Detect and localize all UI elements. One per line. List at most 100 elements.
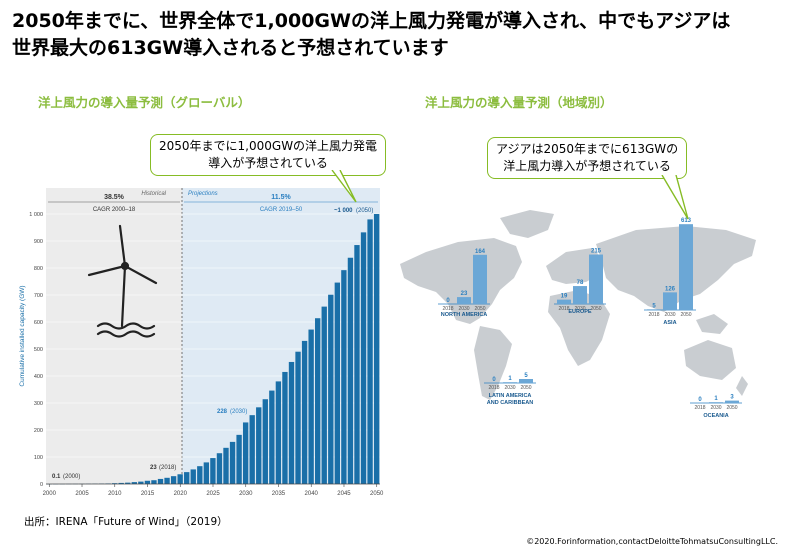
bar [308, 329, 314, 484]
region-year-label: 2018 [648, 312, 659, 318]
bar [315, 318, 321, 484]
region-year-label: 2050 [590, 306, 601, 312]
bar [269, 390, 275, 484]
y-tick-label: 200 [34, 428, 43, 434]
region-year-label: 2018 [694, 405, 705, 411]
bar [367, 219, 373, 484]
region-value-label: 3 [730, 395, 734, 401]
regional-callout-line-2: 洋上風力導入が予想されている [503, 159, 671, 173]
title-line-2: 世界最大の613GW導入されると予想されています [12, 37, 449, 59]
region-name: AND CARIBBEAN [487, 400, 533, 406]
region-year-label: 2030 [710, 405, 721, 411]
region-bar [647, 309, 661, 310]
continents [400, 210, 756, 400]
region-value-label: 1 [714, 396, 718, 402]
region-bar [709, 402, 723, 403]
y-ticks: 0 100 200 300 400 500 600 700 800 900 1 000 [29, 212, 43, 488]
bar [321, 306, 327, 484]
regional-callout-pointer [661, 175, 689, 220]
y-tick-label: 700 [34, 293, 43, 299]
label-2030-year: (2030) [230, 409, 247, 415]
y-tick-label: 500 [34, 347, 43, 353]
bar [177, 474, 183, 484]
bar [144, 480, 151, 484]
region-bar [679, 224, 693, 310]
regional-callout: アジアは2050年までに613GWの 洋上風力導入が予想されている [487, 137, 688, 179]
global-callout-line-2: 導入が予想されている [208, 156, 328, 170]
region-value-label: 23 [461, 291, 468, 297]
region-value-label: 0 [446, 298, 450, 304]
region-year-label: 2030 [574, 306, 585, 312]
bar [151, 480, 157, 484]
bar [210, 458, 216, 484]
historical-label: Historical [141, 191, 166, 197]
historical-cagr-value: 38.5% [104, 194, 125, 201]
global-chart-subtitle: 洋上風力の導入量予測（グローバル） [38, 95, 251, 110]
bar [301, 340, 308, 484]
label-2000-value: 0.1 [52, 474, 61, 480]
region-year-label: 2018 [488, 385, 499, 391]
bar [203, 462, 210, 484]
bar [223, 447, 229, 484]
bar [170, 476, 177, 484]
x-tick-label: 2010 [108, 491, 122, 497]
source-note: 出所：IRENA「Future of Wind」（2019） [24, 516, 228, 528]
bar [282, 371, 288, 484]
label-2030-value: 228 [217, 409, 228, 415]
bar [262, 399, 268, 484]
bar [190, 469, 196, 484]
region-bar [503, 382, 517, 383]
region-bar [725, 400, 739, 403]
region-value-label: 613 [681, 218, 692, 224]
bar [138, 481, 144, 484]
label-2018-value: 23 [150, 465, 157, 471]
regional-chart-subtitle: 洋上風力の導入量予測（地域別） [425, 95, 613, 110]
x-tick-label: 2000 [43, 491, 57, 497]
page-title: 2050年までに、世界全体で1,000GWの洋上風力発電が導入され、中でもアジア… [12, 8, 730, 62]
bar [295, 351, 301, 484]
bar [334, 282, 341, 484]
region-value-label: 0 [492, 377, 496, 383]
region-value-label: 5 [524, 373, 528, 379]
bar [360, 232, 367, 484]
region-value-label: 215 [591, 249, 602, 255]
x-tick-label: 2005 [75, 491, 89, 497]
region-bar [573, 286, 587, 304]
label-2050-year: (2050) [356, 208, 373, 214]
y-tick-label: 900 [34, 239, 43, 245]
bar [242, 422, 249, 484]
regional-callout-line-1: アジアは2050年までに613GWの [496, 142, 679, 156]
x-tick-label: 2015 [141, 491, 155, 497]
bar [347, 257, 354, 484]
bar [157, 478, 164, 484]
region-bar [473, 254, 487, 304]
wind-turbine-icon [87, 224, 158, 338]
historical-cagr-label: CAGR 2000–18 [93, 207, 136, 213]
region-value-label: 1 [508, 376, 512, 382]
region-bar [663, 292, 677, 310]
projection-cagr-label: CAGR 2019–50 [260, 207, 303, 213]
region-year-label: 2050 [726, 405, 737, 411]
region-bar [519, 379, 533, 383]
region-value-label: 5 [652, 303, 656, 309]
y-tick-label: 400 [34, 374, 43, 380]
x-tick-label: 2020 [174, 491, 188, 497]
x-tick-label: 2025 [206, 491, 220, 497]
region-bar [557, 299, 571, 304]
y-tick-label: 300 [34, 401, 43, 407]
region-value-label: 0 [698, 397, 702, 403]
bar [256, 407, 262, 484]
bar [216, 453, 223, 484]
x-tick-label: 2030 [239, 491, 253, 497]
region-year-label: 2030 [458, 306, 469, 312]
region-bar [457, 297, 471, 304]
title-line-1: 2050年までに、世界全体で1,000GWの洋上風力発電が導入され、中でもアジア… [12, 10, 731, 32]
bar [111, 483, 118, 484]
region-year-label: 2030 [664, 312, 675, 318]
global-callout-pointer [331, 170, 357, 203]
